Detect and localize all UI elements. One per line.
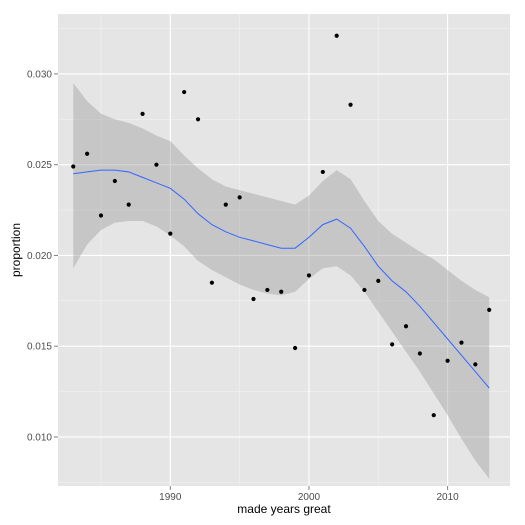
data-points [71,33,492,418]
data-point [71,164,76,169]
data-point [306,273,312,278]
data-point [292,345,298,351]
data-point [334,33,339,38]
data-point [251,296,256,302]
data-point [445,358,450,363]
data-point [182,89,187,95]
y-axis-ticks [54,73,58,438]
data-point [390,342,395,347]
x-tick-label: 2000 [298,492,321,503]
data-point [487,307,492,313]
data-point [112,178,117,184]
grid-major [58,14,510,486]
data-point [376,278,381,283]
data-point [459,340,464,345]
y-tick-label: 0.010 [27,432,52,443]
data-point [126,202,131,207]
y-axis-title: proportion [9,223,23,277]
data-point [279,289,284,294]
data-point [195,117,201,122]
grid-minor [58,14,510,486]
data-point [362,287,367,293]
confidence-band [73,83,490,479]
data-point [265,287,270,293]
data-point [473,362,478,367]
y-tick-label: 0.020 [27,251,52,262]
y-tick-label: 0.030 [27,69,52,80]
x-axis-tick-labels: 1990 2000 2010 [159,492,459,503]
data-point [223,202,228,207]
data-point [140,111,145,116]
smooth-line [73,169,490,389]
y-tick-label: 0.015 [27,342,52,353]
data-point [320,169,325,175]
x-axis-title: made years great [237,502,331,516]
x-axis-ticks [169,486,449,490]
data-point [237,195,242,200]
data-point [98,213,104,218]
data-point [348,102,353,107]
data-point [154,162,159,167]
plot-panel [58,14,510,486]
data-point [168,231,173,236]
x-tick-label: 1990 [159,492,182,503]
data-point [403,324,409,329]
data-point [85,151,90,156]
y-axis-tick-labels: 0.010 0.015 0.020 0.025 0.030 [27,69,52,443]
x-tick-label: 2010 [436,492,459,503]
data-point [417,351,422,356]
data-point [431,413,436,418]
y-tick-label: 0.025 [27,160,52,171]
data-point [209,280,215,285]
